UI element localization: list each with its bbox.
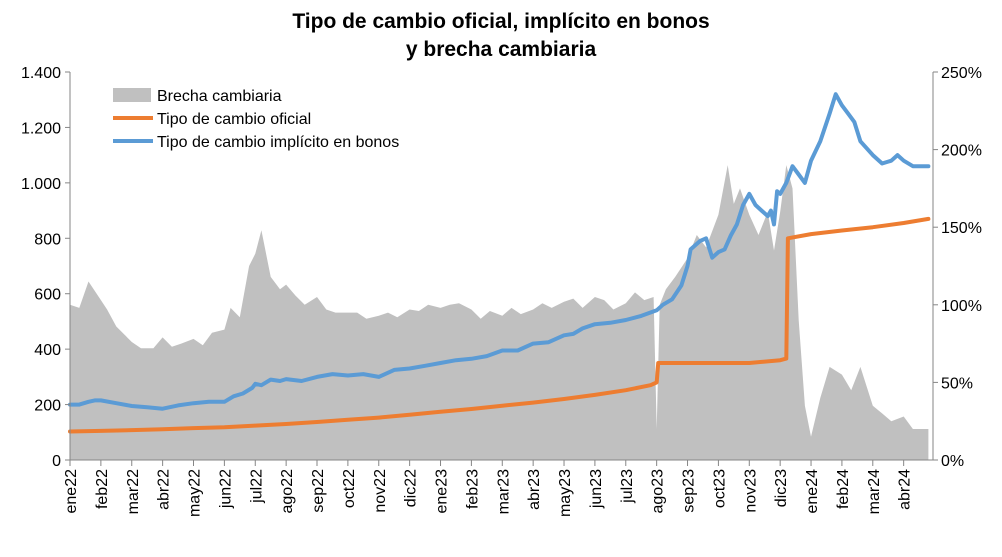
x-tick-label: jun22: [217, 469, 234, 509]
x-tick-label: jul23: [619, 469, 636, 504]
y-left-tick-label: 800: [34, 231, 61, 248]
x-tick-label: abr24: [897, 469, 914, 510]
y-left-tick-label: 0: [52, 453, 61, 470]
y-right-tick-label: 100%: [941, 298, 982, 315]
x-tick-label: mar22: [125, 469, 142, 514]
x-tick-label: ene24: [804, 469, 821, 514]
y-right-tick-label: 200%: [941, 143, 982, 160]
legend-label: Tipo de cambio implícito en bonos: [157, 134, 399, 151]
x-tick-label: nov23: [742, 469, 759, 513]
axes-layer: 0 200 400 600 800 1.000 1.200 1.400 0% 50% 100% 150…: [21, 65, 982, 517]
x-tick-label: feb23: [464, 469, 481, 509]
series-area-brecha: [70, 165, 929, 460]
x-tick-label: ago23: [650, 469, 667, 514]
series-line-1: [68, 216, 931, 434]
x-tick-label: abr22: [156, 469, 173, 510]
x-tick-label: jul22: [248, 469, 265, 504]
y-left-tick-label: 400: [34, 342, 61, 359]
x-tick-label: oct23: [711, 469, 728, 508]
chart-title-line2: y brecha cambiaria: [405, 38, 597, 61]
y-left-tick-label: 1.000: [21, 176, 61, 193]
y-left-tick-label: 1.200: [21, 120, 61, 137]
x-tick-label: oct22: [341, 469, 358, 508]
x-tick-label: abr23: [526, 469, 543, 510]
x-tick-label: dic22: [403, 469, 420, 507]
x-tick-label: may23: [557, 469, 574, 517]
x-tick-label: ago22: [279, 469, 296, 514]
area-layer: [70, 165, 929, 460]
y-right-tick-label: 0%: [941, 453, 964, 470]
x-tick-label: mar24: [866, 469, 883, 514]
x-tick-label: nov22: [372, 469, 389, 513]
y-left-tick-label: 200: [34, 398, 61, 415]
legend-layer: Brecha cambiaria Tipo de cambio oficial Ti…: [113, 88, 399, 151]
x-tick-label: sep22: [310, 469, 327, 513]
legend-label: Brecha cambiaria: [157, 88, 282, 105]
y-right-tick-label: 150%: [941, 220, 982, 237]
x-tick-label: ene22: [63, 469, 80, 514]
y-right-tick-label: 250%: [941, 65, 982, 82]
y-right-tick-label: 50%: [941, 375, 973, 392]
chart-title: Tipo de cambio oficial, implícito en bon…: [0, 8, 1002, 64]
chart-title-line1: Tipo de cambio oficial, implícito en bon…: [292, 10, 710, 33]
x-tick-label: mar23: [495, 469, 512, 514]
x-tick-label: may22: [187, 469, 204, 517]
series-line-2: [68, 92, 931, 411]
x-tick-label: sep23: [681, 469, 698, 513]
x-tick-label: jun23: [588, 469, 605, 509]
line-layer: [68, 92, 931, 434]
x-tick-label: dic23: [773, 469, 790, 507]
x-tick-label: feb24: [835, 469, 852, 509]
legend-swatch-brecha: [113, 88, 151, 102]
y-left-tick-label: 600: [34, 287, 61, 304]
legend-label: Tipo de cambio oficial: [157, 111, 311, 128]
y-left-tick-label: 1.400: [21, 65, 61, 82]
x-tick-label: feb22: [94, 469, 111, 509]
x-tick-label: ene23: [434, 469, 451, 514]
